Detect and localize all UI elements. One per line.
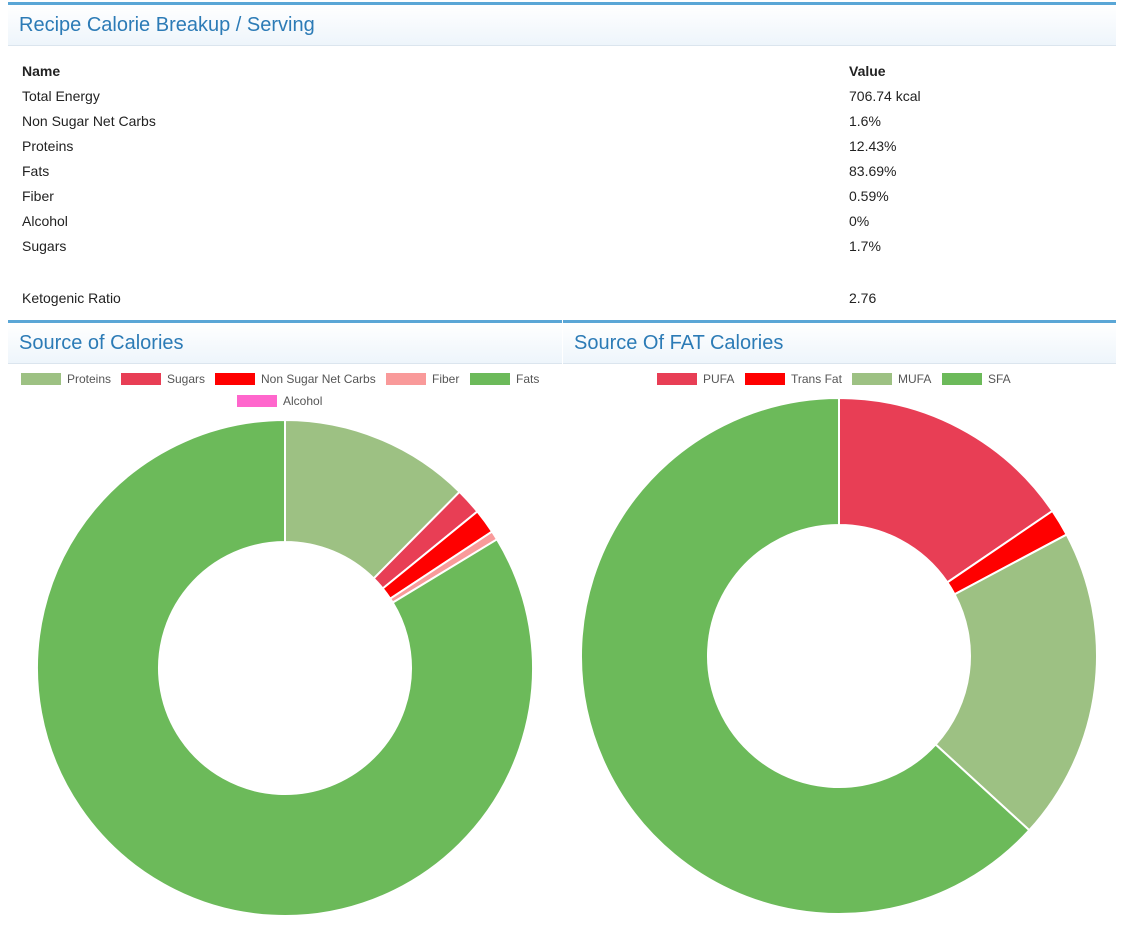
legend-label: Sugars [167,372,206,386]
legend-label: Fiber [432,372,460,386]
legend-swatch [942,373,982,385]
row-name: Ketogenic Ratio [22,290,121,306]
legend-label: Trans Fat [791,372,842,386]
legend-swatch [215,373,255,385]
legend-swatch [121,373,161,385]
panel-title: Recipe Calorie Breakup / Serving [19,14,315,36]
table-row: Alcohol 0% [22,213,1112,233]
slice-fats[interactable] [36,418,534,917]
table-row: Total Energy 706.74 kcal [22,88,1112,108]
legend-swatch [852,373,892,385]
legend-label: Non Sugar Net Carbs [261,372,376,386]
legend-swatch [470,373,510,385]
table-row: Non Sugar Net Carbs 1.6% [22,113,1112,133]
table-header: Name Value [22,63,1112,83]
row-name: Non Sugar Net Carbs [22,113,156,129]
chart-title: Source Of FAT Calories [574,332,784,354]
panel-header: Source of Calories [8,323,562,364]
legend-swatch [657,373,697,385]
row-value: 0.59% [849,188,889,204]
legend-swatch [21,373,61,385]
table-row: Fats 83.69% [22,163,1112,183]
panel-header: Recipe Calorie Breakup / Serving [8,5,1116,46]
legend-swatch [237,395,277,407]
row-value: 1.6% [849,113,881,129]
row-value: 1.7% [849,238,881,254]
row-name: Fats [22,163,50,179]
source-of-calories-panel: Source of Calories Proteins Sugars Non S… [8,320,562,927]
legend-label: MUFA [898,372,932,386]
row-value: 12.43% [849,138,897,154]
legend-label: Proteins [67,372,112,386]
row-value: 2.76 [849,290,877,306]
ketogenic-ratio-row: Ketogenic Ratio 2.76 [22,290,1112,310]
chart-title: Source of Calories [19,332,184,354]
legend-label: SFA [988,372,1011,386]
column-header-value: Value [849,63,886,79]
legend-label: PUFA [703,372,735,386]
row-name: Proteins [22,138,74,154]
slice-mufa[interactable] [934,533,1098,832]
row-name: Fiber [22,188,54,204]
table-row: Sugars 1.7% [22,238,1112,258]
column-header-name: Name [22,63,61,79]
row-value: 83.69% [849,163,897,179]
legend-label: Alcohol [283,394,323,408]
table-row: Fiber 0.59% [22,188,1112,208]
row-name: Total Energy [22,88,100,104]
source-of-fat-calories-panel: Source Of FAT Calories PUFA Trans Fat MU… [563,320,1116,927]
fat-calories-donut-chart [580,396,1098,915]
calories-donut-chart [36,418,534,917]
panel-header: Source Of FAT Calories [563,323,1116,364]
row-name: Alcohol [22,213,68,229]
table-row: Proteins 12.43% [22,138,1112,158]
legend-label: Fats [516,372,540,386]
row-value: 0% [849,213,870,229]
calorie-breakup-panel: Recipe Calorie Breakup / Serving Name Va… [8,2,1116,321]
slice-sfa[interactable] [580,396,1031,915]
legend-swatch [745,373,785,385]
legend-swatch [386,373,426,385]
row-name: Sugars [22,238,67,254]
slice-pufa[interactable] [838,396,1054,584]
row-value: 706.74 kcal [849,88,921,104]
